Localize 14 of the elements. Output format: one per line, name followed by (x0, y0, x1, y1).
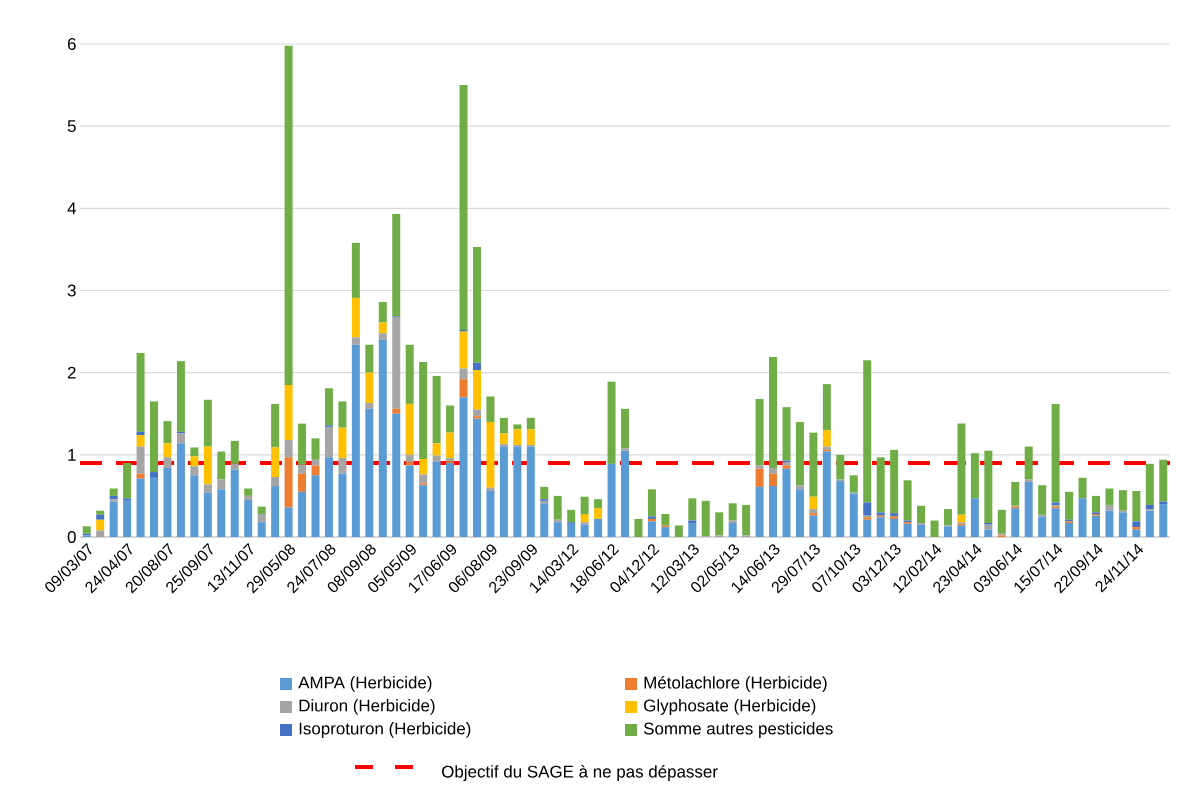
y-tick-label: 4 (67, 202, 76, 215)
legend-label: Diuron (Herbicide) (299, 699, 435, 715)
legend-label: Métolachlore (Herbicide) (644, 676, 827, 692)
y-tick-label: 5 (67, 120, 76, 133)
y-tick-label: 0 (67, 530, 76, 543)
y-tick-label: 3 (67, 284, 76, 297)
y-tick-label: 6 (67, 37, 76, 50)
y-tick-label: 1 (68, 448, 76, 461)
legend-label: Objectif du SAGE à ne pas dépasser (442, 764, 718, 781)
legend-label: Isoproturon (Herbicide) (299, 722, 471, 738)
legend-label: Glyphosate (Herbicide) (644, 699, 816, 715)
legend-label: AMPA (Herbicide) (298, 676, 432, 692)
y-tick-label: 2 (67, 366, 76, 379)
legend-label: Somme autres pesticides (643, 722, 833, 738)
